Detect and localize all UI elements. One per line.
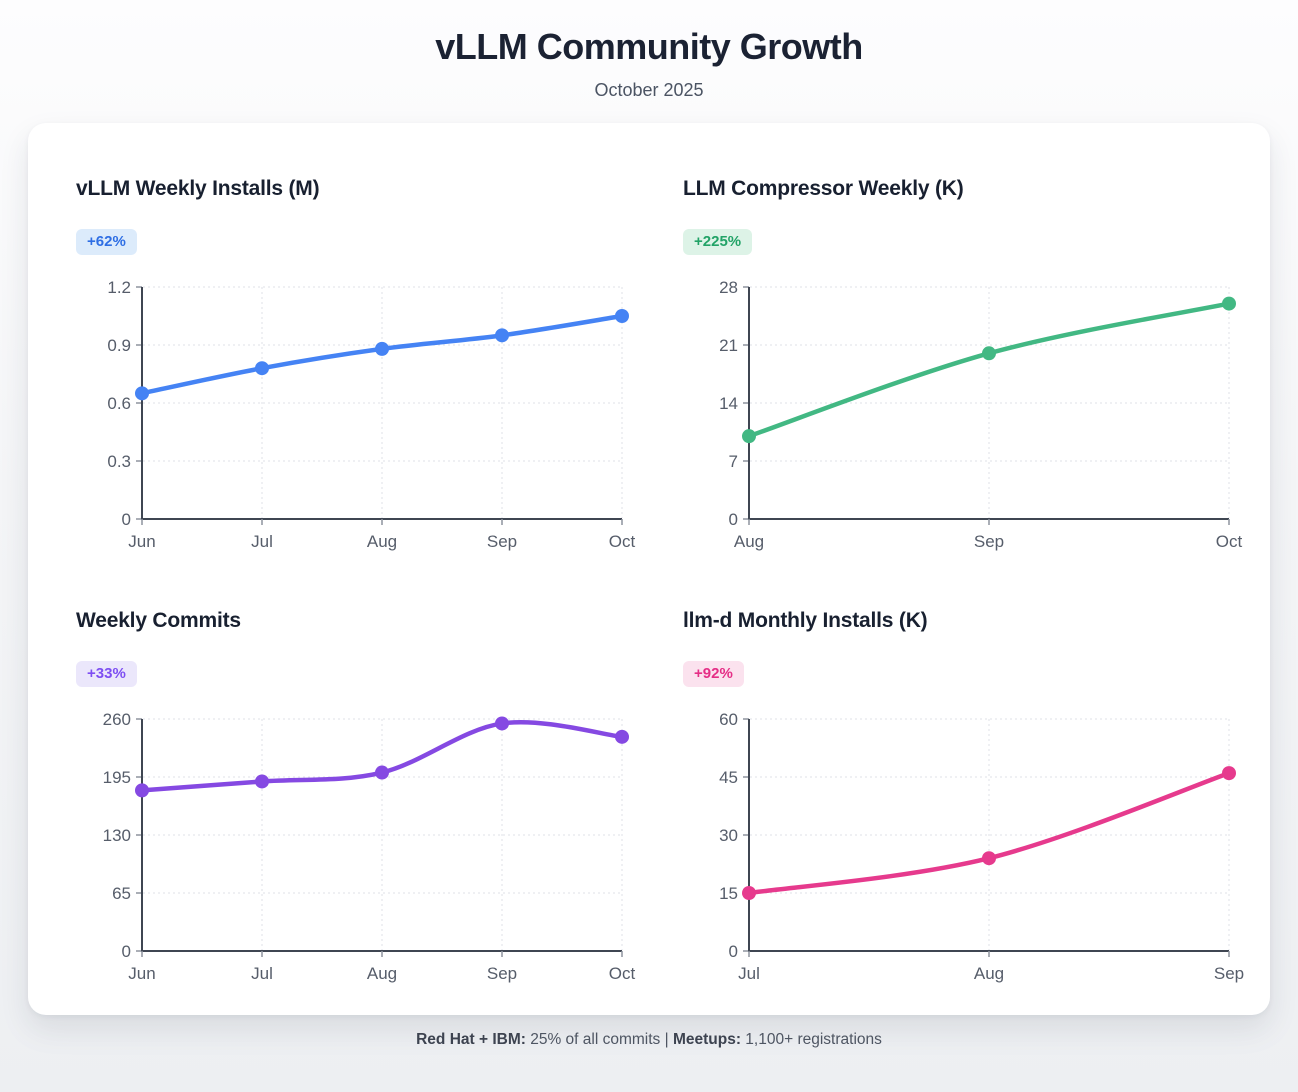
svg-text:0: 0: [729, 942, 738, 961]
svg-text:0.6: 0.6: [107, 394, 131, 413]
svg-text:Aug: Aug: [734, 532, 764, 551]
chart-title: LLM Compressor Weekly (K): [683, 177, 964, 200]
chart-title: llm-d Monthly Installs (K): [683, 609, 928, 632]
page-header: vLLM Community Growth October 2025: [0, 0, 1298, 101]
svg-text:45: 45: [719, 768, 738, 787]
svg-text:30: 30: [719, 826, 738, 845]
svg-text:21: 21: [719, 336, 738, 355]
svg-text:65: 65: [112, 884, 131, 903]
svg-text:Sep: Sep: [487, 532, 517, 551]
svg-text:7: 7: [729, 452, 738, 471]
line-chart-vllm-weekly-installs: 1.2 0.9 0.6 0.3 0 Jun Jul Aug Sep Oct: [107, 278, 636, 551]
growth-badge: +33%: [76, 661, 137, 687]
charts-card: vLLM Weekly Installs (M) +62% 1.2 0.9 0.6 0…: [28, 123, 1270, 1015]
svg-text:260: 260: [103, 710, 131, 729]
panel-llm-compressor-weekly: LLM Compressor Weekly (K) +225% 28 21 14 7 0…: [649, 141, 1256, 573]
svg-text:0: 0: [729, 510, 738, 529]
svg-text:0: 0: [122, 510, 131, 529]
svg-text:14: 14: [719, 394, 738, 413]
svg-text:Aug: Aug: [974, 964, 1004, 983]
svg-text:15: 15: [719, 884, 738, 903]
panel-llmd-monthly-installs: llm-d Monthly Installs (K) +92% 60 45 30 15…: [649, 573, 1256, 1005]
growth-badge: +92%: [683, 661, 744, 687]
page-title: vLLM Community Growth: [435, 26, 863, 67]
svg-text:Jul: Jul: [251, 532, 273, 551]
page-subtitle: October 2025: [594, 80, 704, 100]
svg-text:Aug: Aug: [367, 964, 397, 983]
svg-text:1.2: 1.2: [107, 278, 131, 297]
footer-stat1-label: Red Hat + IBM:: [416, 1031, 526, 1048]
svg-text:130: 130: [103, 826, 131, 845]
svg-text:60: 60: [719, 710, 738, 729]
svg-text:Sep: Sep: [487, 964, 517, 983]
svg-text:Sep: Sep: [974, 532, 1004, 551]
svg-text:0: 0: [122, 942, 131, 961]
footer-stat2-value: 1,100+ registrations: [741, 1031, 882, 1048]
chart-title: Weekly Commits: [76, 609, 241, 632]
svg-text:Jul: Jul: [738, 964, 760, 983]
svg-text:0.9: 0.9: [107, 336, 131, 355]
svg-text:0.3: 0.3: [107, 452, 131, 471]
svg-text:Jul: Jul: [251, 964, 273, 983]
svg-text:Oct: Oct: [609, 964, 636, 983]
svg-text:Sep: Sep: [1214, 964, 1244, 983]
svg-text:Jun: Jun: [128, 964, 155, 983]
line-chart-llm-compressor-weekly: 28 21 14 7 0 Aug Sep Oct: [719, 278, 1243, 551]
footer-stat2-label: Meetups:: [672, 1031, 741, 1048]
svg-text:Aug: Aug: [367, 532, 397, 551]
panel-weekly-commits: Weekly Commits +33% 260 195 130 65 0 Jun Jul Au…: [42, 573, 649, 1005]
footer-stats: Red Hat + IBM: 25% of all commits | Meet…: [0, 1031, 1298, 1049]
growth-badge: +62%: [76, 229, 137, 255]
svg-text:Oct: Oct: [1216, 532, 1243, 551]
line-chart-weekly-commits: 260 195 130 65 0 Jun Jul Aug Sep Oct: [103, 710, 636, 983]
svg-text:195: 195: [103, 768, 131, 787]
footer-separator: |: [664, 1031, 673, 1048]
svg-text:Jun: Jun: [128, 532, 155, 551]
footer-stat1-value: 25% of all commits: [525, 1031, 665, 1048]
chart-title: vLLM Weekly Installs (M): [76, 177, 320, 200]
growth-badge: +225%: [683, 229, 753, 255]
svg-text:28: 28: [719, 278, 738, 297]
svg-text:Oct: Oct: [609, 532, 636, 551]
panel-vllm-weekly-installs: vLLM Weekly Installs (M) +62% 1.2 0.9 0.6 0…: [42, 141, 649, 573]
